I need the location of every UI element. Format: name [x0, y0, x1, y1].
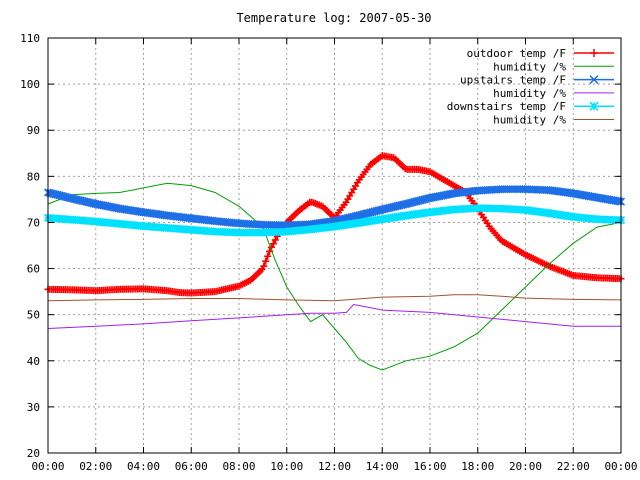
y-tick-label: 60 [27, 263, 40, 276]
legend-label: upstairs temp /F [460, 74, 566, 87]
series-line [47, 182, 622, 371]
y-tick-label: 80 [27, 170, 40, 183]
y-tick-label: 40 [27, 355, 40, 368]
y-tick-label: 100 [20, 78, 40, 91]
y-tick-label: 50 [27, 309, 40, 322]
ticks: 20 30 40 50 60 70 80 90 100 110 00:00 02:00 04:00 06:… [20, 32, 637, 473]
y-tick-label: 110 [20, 32, 40, 45]
x-tick-label: 14:00 [366, 460, 399, 473]
y-tick-label: 20 [27, 447, 40, 460]
x-tick-label: 00:00 [31, 460, 64, 473]
legend-marker [589, 101, 599, 111]
series-3 [47, 303, 621, 329]
legend-label: humidity /% [493, 60, 566, 73]
series-2 [43, 185, 626, 230]
x-tick-label: 04:00 [127, 460, 160, 473]
x-tick-label: 20:00 [509, 460, 542, 473]
y-tick-label: 70 [27, 216, 40, 229]
x-tick-label: 22:00 [557, 460, 590, 473]
x-tick-label: 18:00 [461, 460, 494, 473]
legend-marker [589, 75, 599, 85]
y-tick-label: 90 [27, 124, 40, 137]
legend-label: downstairs temp /F [447, 100, 566, 113]
legend-label: humidity /% [493, 114, 566, 127]
series-line [47, 303, 621, 329]
x-tick-label: 08:00 [222, 460, 255, 473]
series-5 [47, 294, 622, 302]
x-tick-label: 00:00 [604, 460, 637, 473]
legend-marker [590, 49, 598, 57]
legend-label: humidity /% [493, 87, 566, 100]
x-tick-label: 16:00 [413, 460, 446, 473]
x-tick-label: 12:00 [318, 460, 351, 473]
y-tick-label: 30 [27, 401, 40, 414]
grid [48, 38, 621, 453]
series-line [47, 294, 622, 302]
x-tick-label: 02:00 [79, 460, 112, 473]
series-1 [47, 182, 622, 371]
x-tick-label: 06:00 [175, 460, 208, 473]
chart-title: Temperature log: 2007-05-30 [236, 11, 431, 25]
legend-label: outdoor temp /F [467, 47, 566, 60]
x-tick-label: 10:00 [270, 460, 303, 473]
